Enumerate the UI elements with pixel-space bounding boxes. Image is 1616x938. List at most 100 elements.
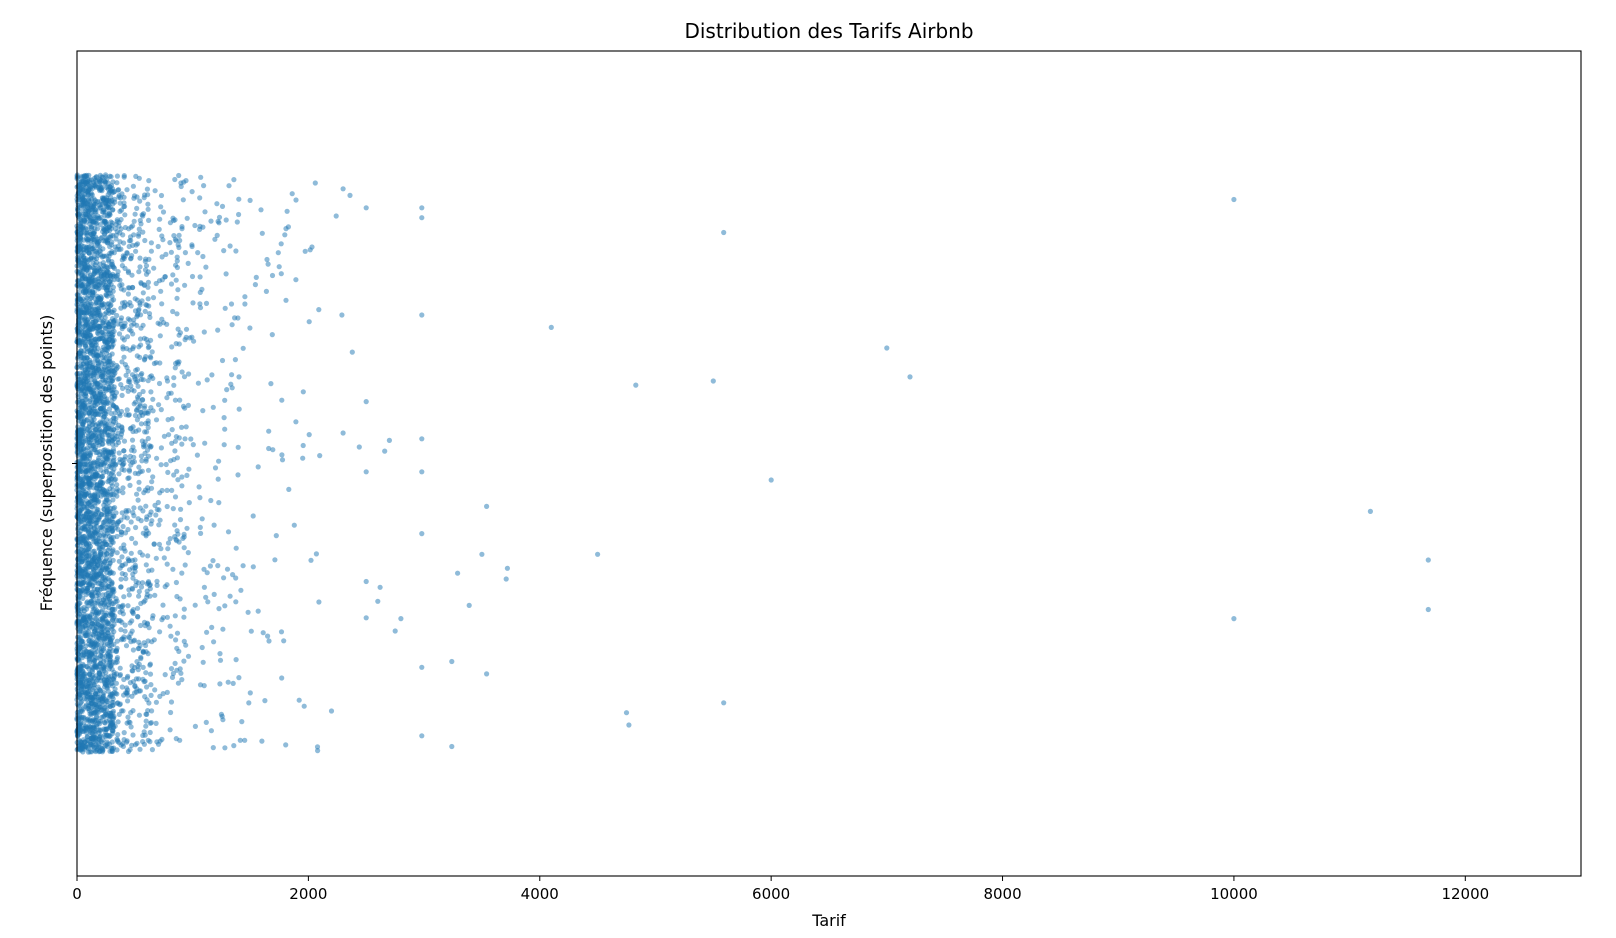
data-point <box>82 289 89 295</box>
data-point <box>104 682 110 688</box>
data-point <box>160 602 166 608</box>
data-point <box>211 522 217 528</box>
data-point <box>108 552 114 558</box>
data-point <box>130 444 136 450</box>
data-point <box>95 488 101 494</box>
data-point <box>236 406 242 412</box>
data-point <box>215 563 221 569</box>
data-point-outlier <box>289 191 295 197</box>
data-point <box>167 220 173 226</box>
data-point <box>145 279 151 285</box>
data-point <box>92 628 98 634</box>
data-point <box>147 314 153 320</box>
data-point <box>84 355 90 361</box>
data-point <box>165 417 171 423</box>
data-point <box>98 302 104 308</box>
data-point <box>100 488 106 494</box>
data-point <box>95 706 102 712</box>
data-point <box>76 611 82 617</box>
data-point <box>93 717 99 723</box>
data-point <box>201 329 207 335</box>
data-point-outlier <box>595 551 601 557</box>
data-point <box>120 461 126 467</box>
data-point <box>77 635 84 641</box>
data-point <box>119 282 125 288</box>
data-point <box>113 442 119 448</box>
data-point <box>81 201 87 207</box>
data-point <box>160 615 166 621</box>
data-point <box>226 183 232 189</box>
data-point <box>179 474 185 480</box>
data-point <box>78 382 84 388</box>
data-point <box>89 553 95 560</box>
data-point <box>82 469 89 475</box>
data-point <box>113 510 119 516</box>
data-point <box>78 219 84 225</box>
data-point <box>176 435 182 441</box>
data-point <box>137 688 143 694</box>
data-point <box>250 513 256 519</box>
data-point <box>174 630 181 636</box>
data-point <box>124 515 130 521</box>
data-point <box>99 348 105 354</box>
data-point-outlier <box>721 700 727 706</box>
data-point <box>133 582 139 589</box>
data-point <box>144 588 150 594</box>
data-point <box>140 211 147 217</box>
data-point <box>86 274 93 280</box>
data-point <box>185 653 192 659</box>
data-point <box>101 420 107 426</box>
data-point <box>118 627 124 633</box>
data-point <box>115 376 121 382</box>
data-point <box>203 719 209 726</box>
data-point <box>145 201 151 207</box>
data-point <box>174 645 180 651</box>
data-point <box>91 548 97 554</box>
data-point <box>103 495 109 501</box>
data-point <box>88 373 94 379</box>
data-point <box>197 305 204 311</box>
data-point <box>88 338 94 344</box>
data-point <box>110 419 117 425</box>
data-point <box>132 470 138 476</box>
data-point <box>80 213 86 219</box>
data-point <box>98 661 104 667</box>
data-point <box>107 406 113 412</box>
data-point <box>151 265 157 271</box>
data-point <box>233 657 239 663</box>
data-point <box>147 354 153 360</box>
data-point <box>176 172 182 179</box>
data-point-outlier <box>419 312 425 318</box>
data-point <box>97 433 103 439</box>
data-point <box>150 375 156 381</box>
data-point <box>96 178 103 184</box>
data-point <box>132 296 138 302</box>
data-point <box>104 253 110 259</box>
data-point <box>192 222 198 229</box>
data-point <box>172 176 178 183</box>
data-point <box>77 244 83 250</box>
data-point <box>159 316 165 322</box>
data-point <box>283 742 289 748</box>
data-point <box>136 712 142 718</box>
data-point <box>106 234 112 240</box>
data-point <box>308 557 314 563</box>
data-point <box>139 580 146 586</box>
data-point <box>78 358 85 364</box>
data-point <box>87 214 93 220</box>
data-point <box>79 745 85 751</box>
data-point <box>129 742 135 749</box>
data-point <box>138 518 144 524</box>
data-point <box>222 603 228 609</box>
data-point <box>201 683 207 689</box>
data-point <box>119 571 125 577</box>
data-point <box>108 242 114 248</box>
data-point <box>195 380 201 386</box>
data-point <box>121 354 127 360</box>
data-point <box>222 305 228 311</box>
data-point <box>116 194 122 200</box>
data-point <box>91 265 97 271</box>
data-point <box>118 207 125 213</box>
data-point <box>149 349 155 355</box>
data-point <box>131 321 137 327</box>
